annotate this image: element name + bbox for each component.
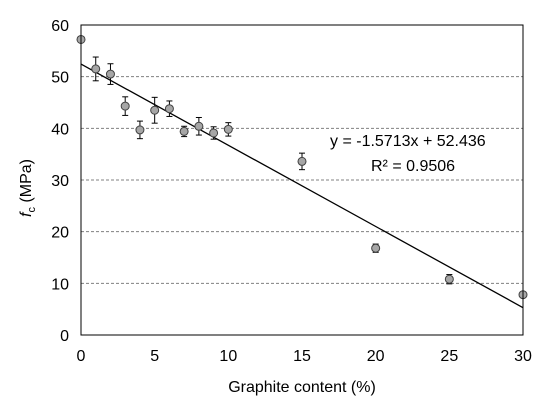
plot-frame	[80, 24, 524, 336]
data-point-13	[444, 274, 454, 284]
x-tick-label-20: 20	[367, 348, 385, 365]
x-tick-label-10: 10	[219, 348, 237, 365]
y-tick-label-10: 10	[51, 276, 69, 293]
data-point-11	[297, 156, 307, 166]
data-point-1	[91, 64, 101, 74]
x-tick-label-25: 25	[440, 348, 458, 365]
x-tick-label-30: 30	[514, 348, 532, 365]
data-point-12	[371, 243, 381, 253]
y-axis-ticks: 0 10 20 30 40 50 60	[51, 18, 69, 345]
trendline-group	[80, 63, 524, 309]
x-tick-label-15: 15	[293, 348, 311, 365]
trendline-equation: y = -1.5713x + 52.436	[330, 133, 486, 150]
data-point-7	[179, 126, 189, 136]
y-tick-label-0: 0	[60, 328, 69, 345]
data-point-4	[135, 125, 145, 135]
y-tick-label-30: 30	[51, 173, 69, 190]
x-axis-ticks: 0 5 10 15 20 25 30	[77, 348, 532, 365]
data-point-9	[209, 128, 219, 138]
gridlines	[81, 76, 523, 284]
y-tick-label-60: 60	[51, 18, 69, 35]
y-tick-label-50: 50	[51, 70, 69, 87]
y-axis-title: fc (MPa)	[18, 159, 38, 217]
y-tick-label-40: 40	[51, 121, 69, 138]
x-tick-label-5: 5	[150, 348, 159, 365]
data-point-8	[194, 121, 204, 131]
y-axis-title-main: f	[18, 211, 35, 217]
x-axis-title: Graphite content (%)	[228, 379, 376, 396]
x-tick-label-0: 0	[77, 348, 86, 365]
y-axis-title-sub: c	[26, 207, 38, 213]
data-point-5	[150, 105, 160, 115]
r-squared-label: R² = 0.9506	[371, 158, 455, 175]
data-point-3	[120, 101, 130, 111]
y-axis-title-unit: (MPa)	[18, 159, 35, 207]
y-tick-label-20: 20	[51, 225, 69, 242]
data-point-10	[223, 124, 233, 134]
data-point-2	[105, 69, 115, 79]
data-point-6	[164, 104, 174, 114]
data-points	[76, 34, 528, 300]
trendline	[80, 63, 524, 309]
